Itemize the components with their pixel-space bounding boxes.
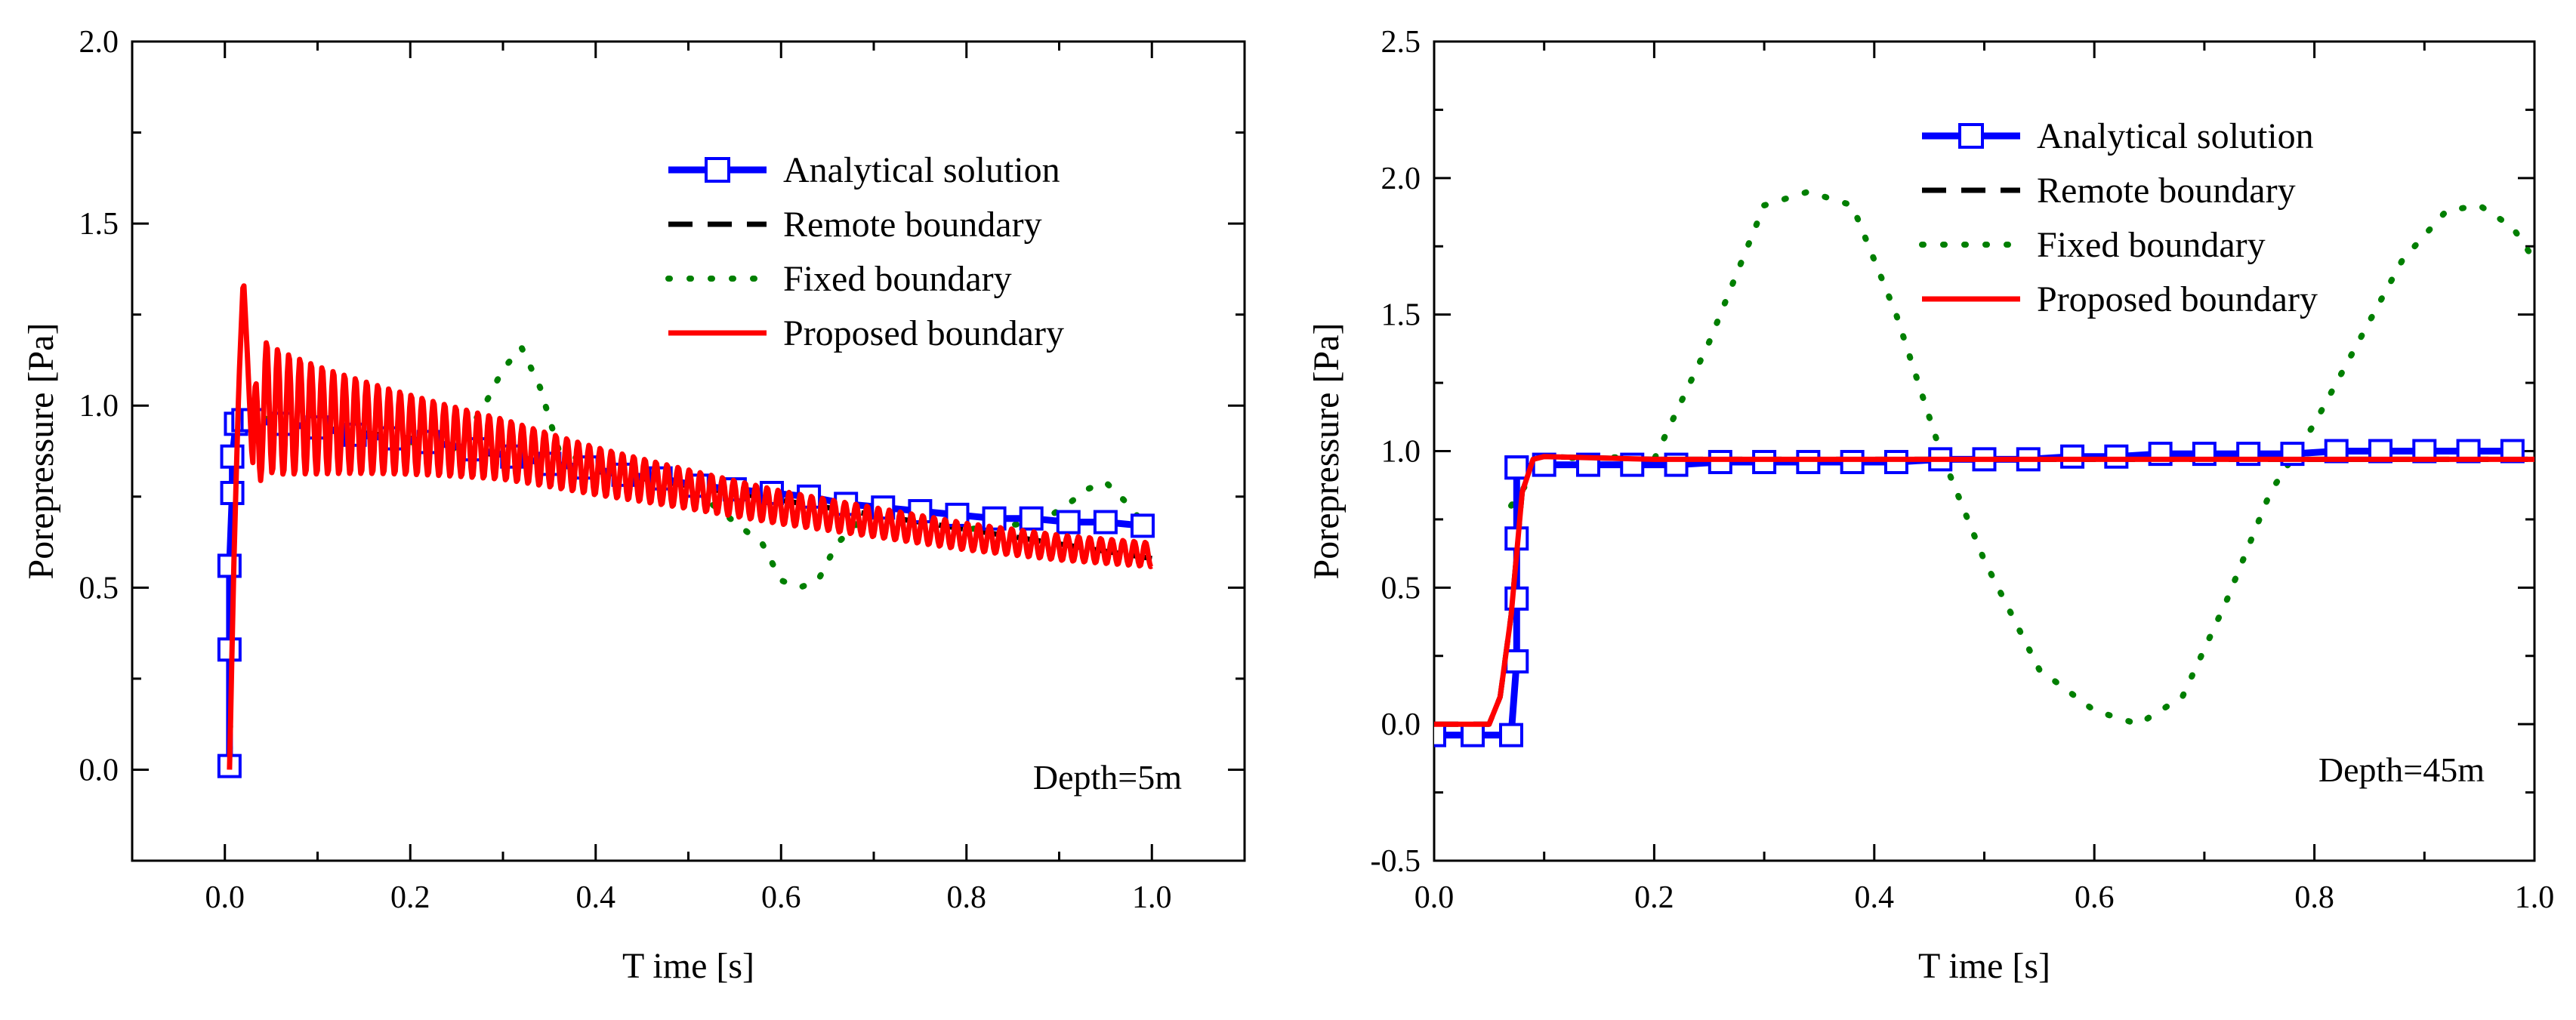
- chart-panel-1: 0.0 0.2 0.4 0.6 0.8 1.0 0.0 0.5 1.0 1.5 2.0 T ime […: [21, 25, 1246, 986]
- y-tick-label: 1.0: [79, 389, 119, 424]
- legend-label-fixed-boundary: Fixed boundary: [2037, 225, 2266, 265]
- legend-label-remote-boundary: Remote boundary: [2037, 171, 2296, 211]
- data-point-analytical-solution: [220, 480, 245, 505]
- data-point-analytical-solution: [2060, 444, 2085, 469]
- data-point-analytical-solution: [1504, 455, 1529, 480]
- data-point-analytical-solution: [1883, 449, 1908, 474]
- legend-label-analytical-solution: Analytical solution: [783, 150, 1060, 190]
- legend-marker-analytical-solution: [1958, 123, 1984, 149]
- y-tick-label: 0.5: [1381, 571, 1421, 606]
- data-point-analytical-solution: [1019, 506, 1044, 531]
- y-tick-label: 1.5: [79, 207, 119, 242]
- legend-label-fixed-boundary: Fixed boundary: [783, 259, 1012, 299]
- x-tick-label: 0.6: [2075, 880, 2115, 915]
- series-group: [1434, 188, 2534, 747]
- data-point-analytical-solution: [1796, 449, 1821, 474]
- data-point-analytical-solution: [1498, 723, 1523, 747]
- depth-annotation: Depth=45m: [2318, 750, 2485, 789]
- x-tick-label: 0.8: [947, 880, 987, 915]
- x-tick-label: 1.0: [1132, 880, 1172, 915]
- x-tick-label: 1.0: [2515, 880, 2555, 915]
- data-point-analytical-solution: [2104, 444, 2129, 469]
- x-tick-label: 0.8: [2294, 880, 2334, 915]
- legend-label-remote-boundary: Remote boundary: [783, 205, 1042, 245]
- data-point-analytical-solution: [1504, 586, 1529, 611]
- data-point-analytical-solution: [1460, 723, 1485, 747]
- data-point-analytical-solution: [1056, 510, 1081, 535]
- data-point-analytical-solution: [1504, 649, 1529, 673]
- data-point-analytical-solution: [1093, 510, 1118, 535]
- x-axis-title: T ime [s]: [622, 946, 754, 986]
- y-tick-label: 2.0: [79, 25, 119, 60]
- legend-label-analytical-solution: Analytical solution: [2037, 116, 2314, 156]
- x-tick-label: 0.0: [1414, 880, 1455, 915]
- y-tick-label: 2.5: [1381, 25, 1421, 60]
- chart-panel-2: 0.0 0.2 0.4 0.6 0.8 1.0-0.50.00.51.01.52.02.5…: [1307, 25, 2554, 986]
- data-point-analytical-solution: [220, 444, 245, 469]
- data-point-analytical-solution: [1434, 723, 1446, 747]
- legend-label-proposed-boundary: Proposed boundary: [783, 313, 1064, 353]
- legend-label-proposed-boundary: Proposed boundary: [2037, 279, 2318, 319]
- series-line-remote-boundary: [1434, 454, 2534, 727]
- y-axis-title: Porepressure [Pa]: [1307, 323, 1347, 580]
- series-group: [217, 283, 1155, 778]
- x-tick-label: 0.6: [761, 880, 801, 915]
- legend: Analytical solution Remote boundary Fixed …: [1919, 116, 2318, 319]
- series-line-proposed-boundary: [227, 283, 1153, 770]
- data-point-analytical-solution: [1752, 449, 1777, 474]
- x-tick-label: 0.4: [576, 880, 616, 915]
- depth-annotation: Depth=5m: [1033, 758, 1182, 797]
- data-point-analytical-solution: [1840, 449, 1865, 474]
- y-tick-label: -0.5: [1371, 844, 1421, 879]
- y-tick-label: 0.5: [79, 571, 119, 606]
- data-point-analytical-solution: [217, 553, 242, 578]
- series-line-analytical-solution: [1434, 448, 2513, 739]
- legend-marker-analytical-solution: [705, 157, 730, 183]
- data-point-analytical-solution: [1130, 513, 1155, 538]
- series-line-proposed-boundary: [1434, 454, 2534, 727]
- y-axis-title: Porepressure [Pa]: [21, 323, 61, 580]
- y-tick-label: 1.0: [1381, 435, 1421, 470]
- data-point-analytical-solution: [1708, 449, 1732, 474]
- legend: Analytical solution Remote boundary Fixed …: [665, 150, 1064, 353]
- plot-frame: [131, 40, 1246, 862]
- y-tick-label: 0.0: [79, 753, 119, 787]
- series-line-fixed-boundary: [1508, 188, 2534, 728]
- x-tick-label: 0.0: [205, 880, 245, 915]
- x-tick-label: 0.2: [1634, 880, 1674, 915]
- y-tick-label: 0.0: [1381, 707, 1421, 742]
- y-tick-label: 1.5: [1381, 298, 1421, 333]
- y-tick-label: 2.0: [1381, 162, 1421, 196]
- x-axis-title: T ime [s]: [1918, 946, 2050, 986]
- x-tick-label: 0.2: [390, 880, 430, 915]
- x-tick-label: 0.4: [1855, 880, 1895, 915]
